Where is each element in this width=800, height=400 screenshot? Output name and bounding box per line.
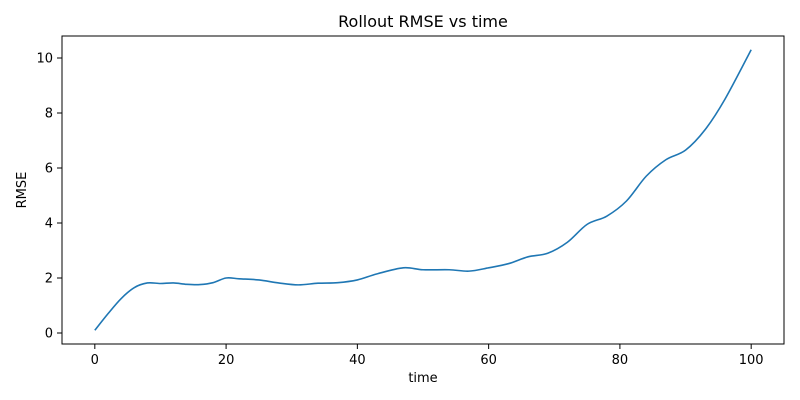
plot-frame	[61, 35, 785, 345]
y-axis-label: RMSE	[15, 172, 30, 209]
series-layer	[94, 49, 752, 331]
x-tick-label: 20	[218, 353, 235, 368]
x-tick-label: 0	[91, 353, 99, 368]
x-tick-label: 80	[612, 353, 629, 368]
y-tick-label: 4	[45, 217, 53, 232]
x-tick-label: 100	[739, 353, 764, 368]
x-tick-label: 40	[349, 353, 366, 368]
plot-area	[62, 36, 784, 344]
y-axis-ticks: 0 2 4 6 8 10	[36, 52, 62, 342]
y-tick-label: 10	[36, 52, 53, 67]
x-axis-label: time	[408, 371, 437, 386]
y-tick-label: 0	[45, 327, 53, 342]
y-tick-label: 6	[45, 162, 53, 177]
chart-title: Rollout RMSE vs time	[338, 12, 508, 31]
x-tick-label: 60	[480, 353, 497, 368]
y-tick-label: 2	[45, 272, 53, 287]
x-axis-ticks: 0 20 40 60 80 100	[91, 344, 764, 368]
series-line-rmse	[94, 49, 752, 331]
y-tick-label: 8	[45, 107, 53, 122]
